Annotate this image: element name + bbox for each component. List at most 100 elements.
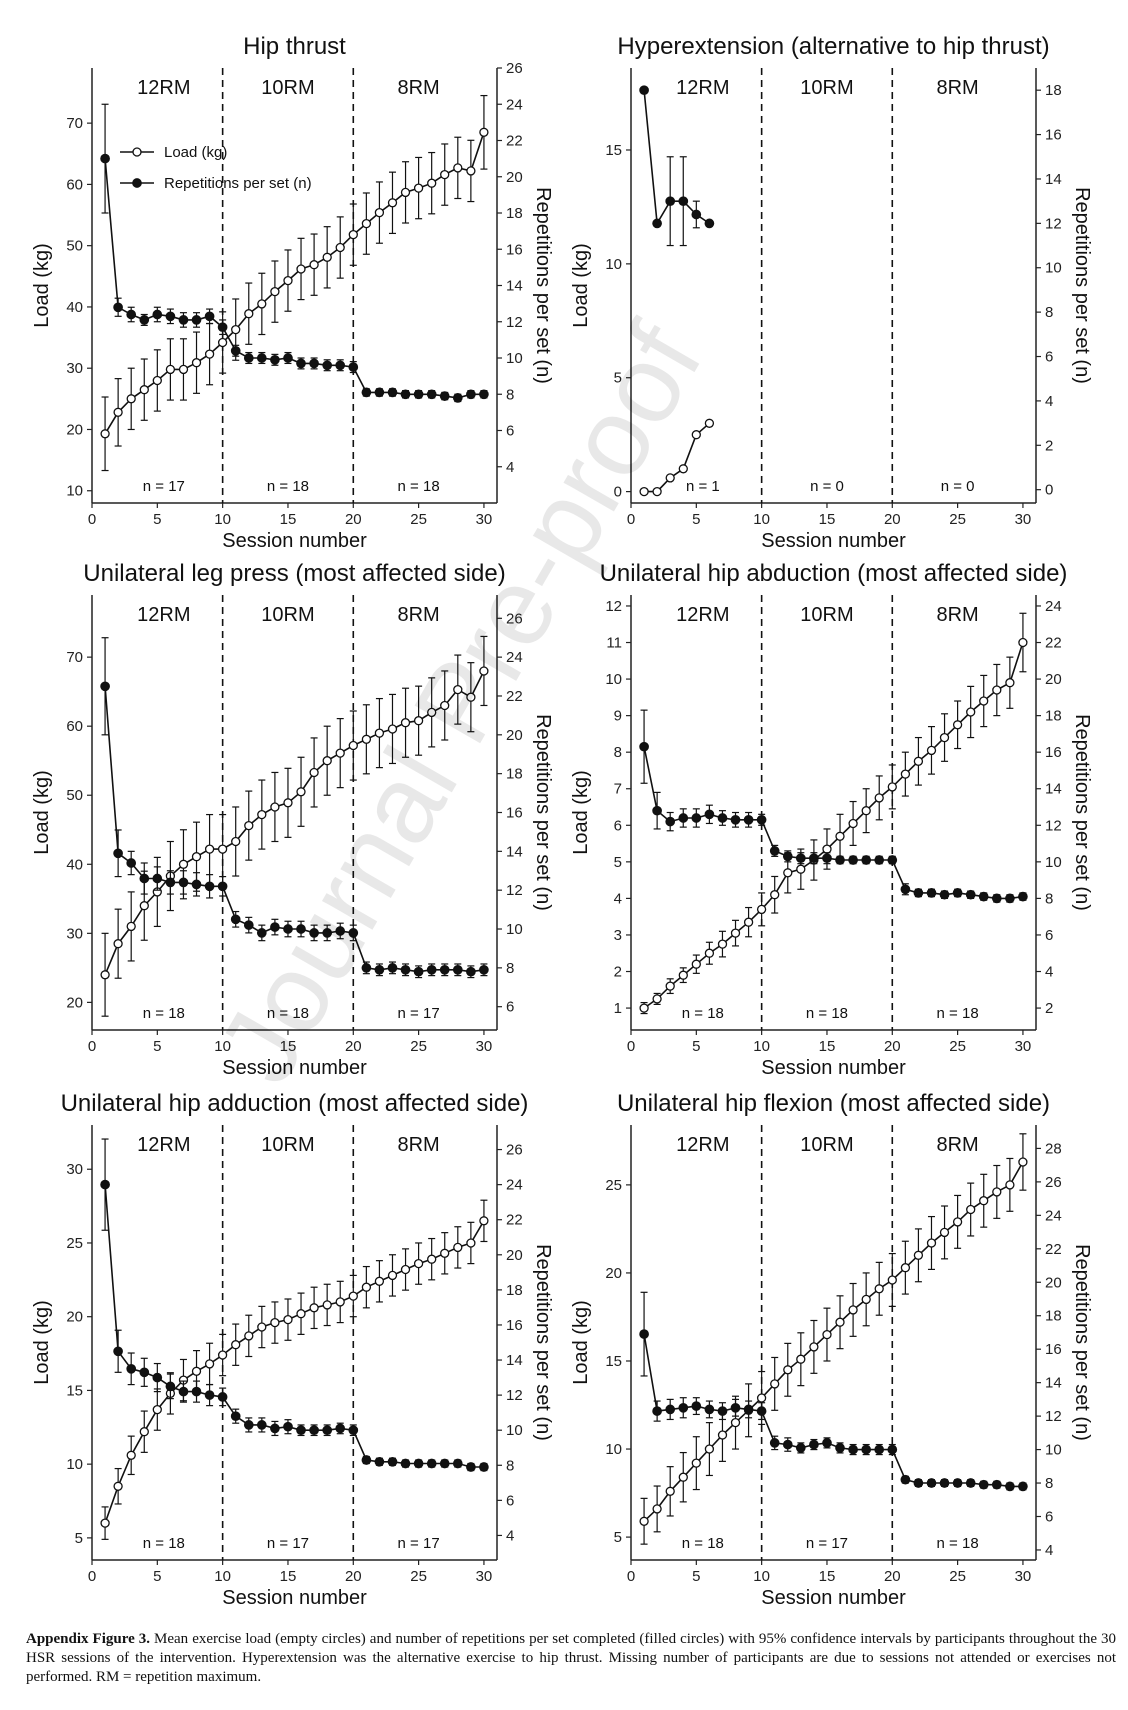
- y2-tick-label: 20: [1045, 671, 1062, 688]
- reps-point: [639, 741, 649, 752]
- reps-point: [652, 1406, 662, 1416]
- y-axis-title: Load (kg): [570, 770, 592, 855]
- reps-point: [730, 1402, 741, 1413]
- phase-label: 8RM: [397, 1134, 439, 1156]
- reps-point: [387, 387, 398, 398]
- load-point: [704, 1444, 715, 1454]
- y2-tick-label: 24: [1045, 1207, 1062, 1224]
- load-point: [113, 939, 123, 949]
- load-point: [848, 818, 858, 829]
- load-point: [113, 1481, 123, 1491]
- reps-point: [848, 1444, 858, 1455]
- load-point: [100, 1518, 110, 1528]
- reps-point: [639, 85, 649, 96]
- y2-tick-label: 22: [506, 688, 523, 705]
- reps-series-line: [104, 1184, 484, 1468]
- load-point: [283, 798, 293, 808]
- load-point: [348, 740, 358, 751]
- y-tick-label: 70: [66, 115, 83, 132]
- reps-point: [113, 302, 123, 313]
- load-point: [283, 275, 293, 286]
- load-point: [387, 724, 398, 734]
- reps-point: [426, 1458, 437, 1469]
- y-tick-label: 10: [605, 1441, 622, 1458]
- reps-point: [978, 1479, 989, 1490]
- load-point: [952, 720, 963, 730]
- y2-tick-label: 22: [506, 133, 523, 150]
- reps-point: [991, 1479, 1002, 1490]
- y2-tick-label: 4: [1045, 393, 1053, 410]
- reps-point: [874, 1444, 885, 1455]
- reps-point: [991, 893, 1002, 904]
- load-point: [204, 844, 215, 854]
- x-tick-label: 30: [1015, 1038, 1032, 1055]
- x-tick-label: 10: [753, 1038, 770, 1055]
- load-point: [309, 1303, 319, 1313]
- legend-reps-marker: [132, 178, 142, 188]
- n-label: n = 18: [806, 1005, 848, 1022]
- y-tick-label: 70: [66, 649, 83, 666]
- y2-tick-label: 2: [1045, 437, 1053, 454]
- x-tick-label: 30: [1015, 1568, 1032, 1585]
- reps-point: [309, 358, 319, 369]
- y-tick-label: 40: [66, 856, 83, 873]
- reps-point: [100, 681, 110, 692]
- reps-point: [782, 851, 793, 862]
- chart-title: Hip thrust: [243, 33, 346, 60]
- chart-panel: Hyperextension (alternative to hip thrus…: [570, 33, 1093, 552]
- y2-tick-label: 24: [506, 96, 523, 113]
- y2-tick-label: 8: [506, 386, 514, 403]
- reps-point: [283, 353, 293, 363]
- reps-point: [965, 889, 976, 900]
- load-point: [387, 198, 398, 208]
- phase-label: 12RM: [137, 77, 190, 99]
- x-tick-label: 30: [476, 1038, 493, 1055]
- reps-point: [769, 1438, 780, 1448]
- reps-point: [165, 311, 176, 322]
- x-tick-label: 15: [280, 1038, 297, 1055]
- y-tick-label: 20: [66, 421, 83, 438]
- load-point: [270, 802, 280, 812]
- reps-point: [139, 315, 150, 325]
- n-label: n = 17: [806, 1535, 848, 1552]
- x-axis-title: Session number: [761, 1057, 906, 1079]
- load-point: [652, 1504, 662, 1514]
- chart-panel: Unilateral leg press (most affected side…: [31, 560, 554, 1079]
- load-point: [348, 1291, 358, 1301]
- y-tick-label: 15: [605, 1353, 622, 1370]
- reps-point: [348, 362, 359, 372]
- reps-point: [939, 889, 950, 900]
- reps-point: [717, 1406, 728, 1416]
- y2-tick-label: 18: [506, 205, 523, 222]
- y2-tick-label: 26: [506, 1142, 523, 1159]
- x-tick-label: 5: [153, 1038, 161, 1055]
- y-tick-label: 10: [605, 671, 622, 688]
- load-point: [822, 1329, 832, 1340]
- y2-tick-label: 12: [1045, 817, 1062, 834]
- load-point: [322, 252, 332, 262]
- load-point: [400, 1264, 411, 1275]
- y-tick-label: 60: [66, 176, 83, 193]
- load-point: [165, 364, 176, 375]
- legend-reps-label: Repetitions per set (n): [164, 175, 312, 192]
- load-point: [191, 852, 202, 862]
- reps-point: [743, 1404, 754, 1415]
- reps-point: [387, 963, 398, 973]
- x-tick-label: 25: [949, 1568, 966, 1585]
- load-point: [413, 183, 424, 193]
- reps-point: [439, 391, 450, 401]
- load-point: [139, 901, 149, 911]
- load-point: [413, 1258, 424, 1269]
- load-point: [479, 666, 489, 676]
- y-axis-title: Load (kg): [570, 243, 592, 328]
- y2-tick-label: 14: [506, 278, 523, 295]
- load-point: [796, 864, 806, 874]
- chart-title: Unilateral leg press (most affected side…: [83, 560, 505, 587]
- load-point: [244, 309, 254, 319]
- x-tick-label: 10: [214, 1568, 231, 1585]
- x-tick-label: 25: [410, 1038, 427, 1055]
- y-tick-label: 30: [66, 360, 83, 377]
- load-point: [770, 1379, 780, 1389]
- y2-tick-label: 20: [506, 169, 523, 186]
- load-point: [835, 1317, 845, 1327]
